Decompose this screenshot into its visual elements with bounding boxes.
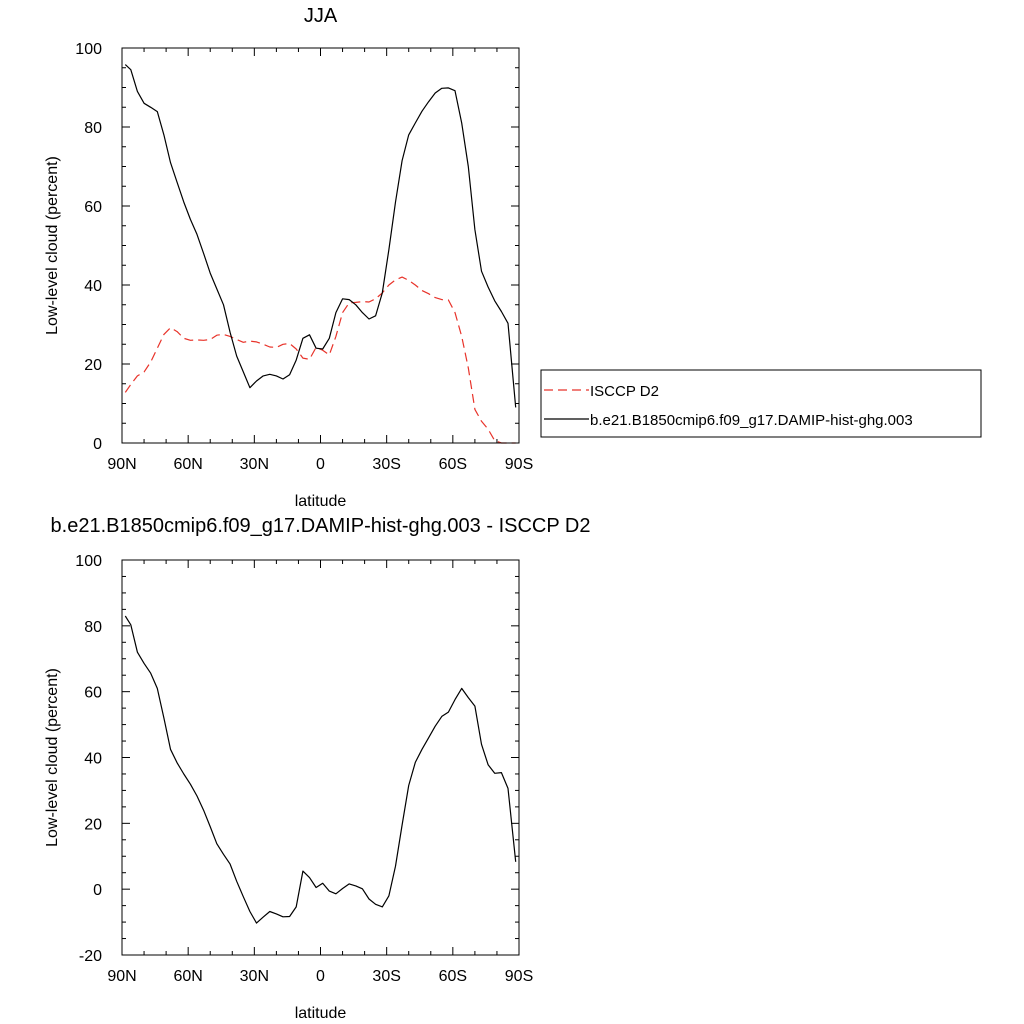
legend-label-model: b.e21.B1850cmip6.f09_g17.DAMIP-hist-ghg.… — [590, 412, 913, 429]
panel-2-y-tick-label: 20 — [84, 816, 102, 833]
panel-2-x-tick-label: 0 — [316, 968, 325, 985]
panel-1-title: JJA — [304, 5, 338, 27]
panel-1-series-line-isccp — [124, 276, 516, 444]
panel-1-y-tick-label: 0 — [93, 436, 102, 453]
panel-1-y-tick-label: 80 — [84, 120, 102, 137]
panel-jja: JJA 0 20 40 60 80 100 90N 60N 30N 0 30S 60S 90S lat… — [44, 5, 982, 510]
panel-1-x-tick-label: 90S — [505, 456, 533, 473]
panel-2-y-ticks: -20 0 20 40 60 80 100 — [75, 553, 519, 965]
panel-2-x-tick-label: 60S — [439, 968, 467, 985]
panel-2-x-tick-label: 30S — [372, 968, 400, 985]
panel-2-y-tick-label: 100 — [75, 553, 102, 570]
panel-2-x-tick-label: 60N — [173, 968, 202, 985]
panel-2-y-axis-label: Low-level cloud (percent) — [44, 668, 61, 847]
panel-2-y-tick-label: 80 — [84, 619, 102, 636]
panel-2-x-tick-label: 90S — [505, 968, 533, 985]
panel-difference: b.e21.B1850cmip6.f09_g17.DAMIP-hist-ghg.… — [44, 515, 590, 1022]
panel-1-x-tick-label: 30N — [240, 456, 269, 473]
panel-1-y-tick-label: 20 — [84, 357, 102, 374]
panel-2-x-tick-label: 90N — [107, 968, 136, 985]
panel-1-y-tick-label: 40 — [84, 278, 102, 295]
panel-1-x-tick-label: 0 — [316, 456, 325, 473]
panel-1-plot-lines — [124, 64, 517, 444]
panel-1-x-ticks: 90N 60N 30N 0 30S 60S 90S — [107, 48, 533, 473]
panel-1-series-line-model — [124, 64, 517, 408]
panel-1-plot-frame — [121, 47, 520, 444]
panel-2-x-ticks: 90N 60N 30N 0 30S 60S 90S — [107, 560, 533, 985]
panel-1-y-ticks: 0 20 40 60 80 100 — [75, 41, 519, 453]
panel-1-y-tick-label: 60 — [84, 199, 102, 216]
panel-1-y-tick-label: 100 — [75, 41, 102, 58]
panel-1-x-tick-label: 90N — [107, 456, 136, 473]
panel-2-y-tick-label: 60 — [84, 685, 102, 702]
panel-1-y-axis-label: Low-level cloud (percent) — [44, 156, 61, 335]
panel-2-plot-frame — [121, 559, 520, 956]
legend-box — [540, 369, 982, 438]
panel-2-y-tick-label: 40 — [84, 751, 102, 768]
panel-2-x-tick-label: 30N — [240, 968, 269, 985]
panel-1-x-tick-label: 60S — [439, 456, 467, 473]
panel-2-title: b.e21.B1850cmip6.f09_g17.DAMIP-hist-ghg.… — [51, 515, 591, 537]
legend-label-isccp: ISCCP D2 — [590, 383, 659, 400]
panel-2-plot-lines — [124, 615, 517, 924]
legend: ISCCP D2 b.e21.B1850cmip6.f09_g17.DAMIP-… — [540, 369, 982, 438]
panel-2-series-line-model — [124, 615, 517, 924]
panel-2-x-axis-label: latitude — [295, 1005, 347, 1022]
panel-1-x-tick-label: 30S — [372, 456, 400, 473]
panel-1-x-axis-label: latitude — [295, 493, 347, 510]
panel-2-y-tick-label: 0 — [93, 882, 102, 899]
panel-2-y-tick-label: -20 — [79, 948, 102, 965]
panel-1-x-tick-label: 60N — [173, 456, 202, 473]
